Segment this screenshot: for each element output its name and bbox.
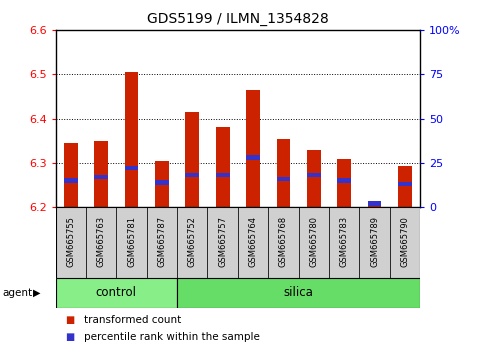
Bar (64, 178, 78, 183)
Bar (177, 278, 420, 308)
Text: transformed count: transformed count (84, 315, 181, 325)
Text: GSM665787: GSM665787 (157, 216, 167, 267)
Bar (246, 155, 260, 160)
Bar (398, 182, 412, 186)
Text: GSM665780: GSM665780 (309, 216, 318, 267)
Text: GSM665763: GSM665763 (97, 216, 106, 267)
Text: GSM665783: GSM665783 (340, 216, 349, 267)
Text: GSM665790: GSM665790 (400, 216, 410, 267)
Bar (338, 159, 351, 207)
Bar (398, 166, 412, 207)
Bar (368, 203, 382, 207)
Text: GSM665755: GSM665755 (66, 216, 75, 267)
Bar (56, 207, 86, 278)
Text: GSM665752: GSM665752 (188, 216, 197, 267)
Text: silica: silica (284, 286, 313, 299)
Bar (277, 177, 290, 181)
Text: GSM665757: GSM665757 (218, 216, 227, 267)
Bar (155, 180, 169, 184)
Bar (185, 112, 199, 207)
Bar (338, 178, 351, 183)
Text: ■: ■ (65, 315, 74, 325)
Bar (185, 173, 199, 177)
Text: GSM665768: GSM665768 (279, 216, 288, 267)
Bar (177, 207, 208, 278)
Bar (277, 138, 290, 207)
Bar (94, 141, 108, 207)
Bar (307, 149, 321, 207)
Bar (329, 207, 359, 278)
Text: GSM665764: GSM665764 (249, 216, 257, 267)
Bar (359, 207, 390, 278)
Bar (246, 90, 260, 207)
Text: agent: agent (2, 288, 32, 298)
Text: GSM665789: GSM665789 (370, 216, 379, 267)
Bar (216, 173, 229, 177)
Bar (208, 207, 238, 278)
Bar (155, 161, 169, 207)
Bar (125, 166, 138, 170)
Text: percentile rank within the sample: percentile rank within the sample (84, 332, 259, 342)
Bar (147, 207, 177, 278)
Text: ■: ■ (65, 332, 74, 342)
Bar (268, 207, 298, 278)
Bar (56, 278, 177, 308)
Bar (368, 201, 382, 206)
Bar (125, 72, 138, 207)
Bar (116, 207, 147, 278)
Text: control: control (96, 286, 137, 299)
Bar (86, 207, 116, 278)
Bar (238, 207, 268, 278)
Text: ▶: ▶ (33, 288, 41, 298)
Bar (64, 143, 78, 207)
Bar (307, 173, 321, 177)
Title: GDS5199 / ILMN_1354828: GDS5199 / ILMN_1354828 (147, 12, 329, 26)
Bar (298, 207, 329, 278)
Bar (390, 207, 420, 278)
Bar (216, 127, 229, 207)
Text: GSM665781: GSM665781 (127, 216, 136, 267)
Bar (94, 175, 108, 179)
